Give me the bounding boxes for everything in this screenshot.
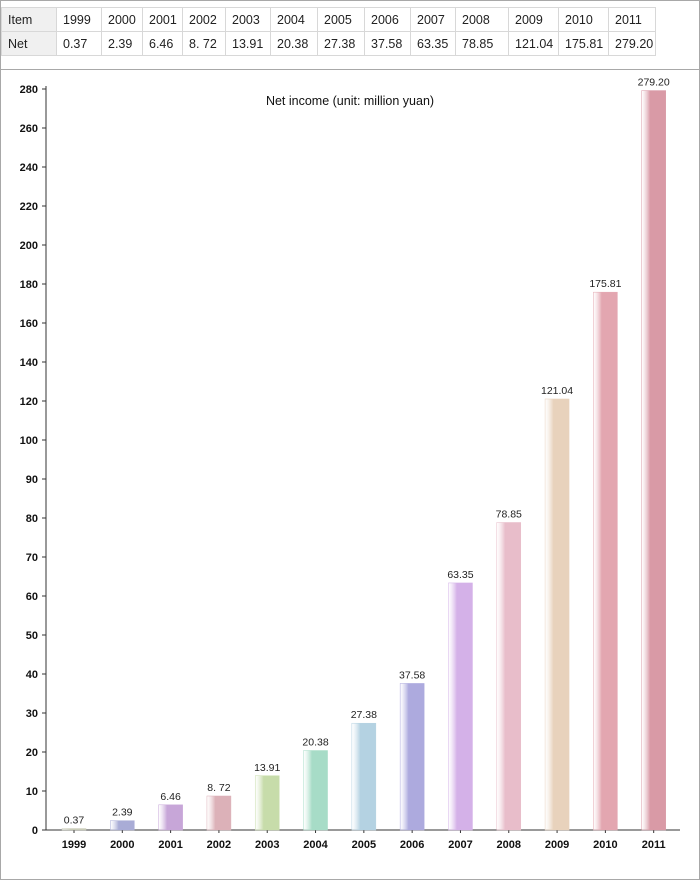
table-value-cell: 279.20 bbox=[608, 31, 656, 56]
x-tick-label: 1999 bbox=[62, 839, 86, 851]
table-year-cell: 2000 bbox=[101, 7, 143, 32]
x-tick-label: 2000 bbox=[110, 839, 134, 851]
table-header-label: Item bbox=[1, 7, 57, 32]
y-tick-label: 140 bbox=[20, 357, 38, 369]
table-value-cell: 27.38 bbox=[317, 31, 365, 56]
y-tick-label: 70 bbox=[26, 552, 38, 564]
table-year-cell: 2010 bbox=[558, 7, 609, 32]
bar-value-label: 78.85 bbox=[496, 508, 522, 520]
y-tick-label: 80 bbox=[26, 513, 38, 525]
table-value-cell: 121.04 bbox=[508, 31, 559, 56]
y-tick-label: 20 bbox=[26, 747, 38, 759]
y-tick-label: 260 bbox=[20, 123, 38, 135]
table-row-label: Net bbox=[1, 31, 57, 56]
bar-value-label: 27.38 bbox=[351, 709, 377, 721]
section-divider bbox=[0, 69, 700, 70]
table-value-cell: 20.38 bbox=[270, 31, 318, 56]
bar bbox=[351, 722, 377, 831]
y-axis: 0 10 20 30 40 50 60 70 80 90 100 120 140 160 180 200 220… bbox=[20, 84, 47, 837]
value-labels: 0.37 2.39 6.46 8. 72 13.91 20.38 27.38 37.58 63.… bbox=[64, 77, 670, 827]
table-year-cell: 2004 bbox=[270, 7, 318, 32]
x-tick-label: 2006 bbox=[400, 839, 424, 851]
table-year-cell: 2006 bbox=[364, 7, 411, 32]
bar-value-label: 20.38 bbox=[302, 737, 328, 749]
x-tick-label: 2011 bbox=[642, 839, 666, 851]
y-tick-label: 200 bbox=[20, 240, 38, 252]
y-tick-label: 160 bbox=[20, 318, 38, 330]
bar bbox=[544, 398, 570, 831]
table-year-cell: 2007 bbox=[410, 7, 456, 32]
table-year-cell: 2008 bbox=[455, 7, 509, 32]
x-tick-label: 2010 bbox=[593, 839, 617, 851]
x-tick-label: 2009 bbox=[545, 839, 569, 851]
table-value-cell: 2.39 bbox=[101, 31, 143, 56]
table-value-cell: 78.85 bbox=[455, 31, 509, 56]
bar bbox=[641, 90, 666, 831]
y-tick-label: 180 bbox=[20, 279, 38, 291]
chart-title: Net income (unit: million yuan) bbox=[266, 94, 434, 108]
x-tick-label: 2005 bbox=[352, 839, 376, 851]
bar-value-label: 6.46 bbox=[160, 791, 181, 803]
bar bbox=[206, 795, 232, 831]
table-year-cell: 2001 bbox=[142, 7, 183, 32]
table-year-cell: 1999 bbox=[56, 7, 102, 32]
y-tick-label: 280 bbox=[20, 84, 38, 96]
table-year-cell: 2003 bbox=[225, 7, 271, 32]
bar-chart: Net income (unit: million yuan) 0 10 20 30 4… bbox=[20, 77, 680, 851]
y-tick-label: 10 bbox=[26, 786, 38, 798]
bar-value-label: 13.91 bbox=[254, 762, 280, 774]
bar-value-label: 121.04 bbox=[541, 385, 573, 397]
x-tick-label: 2002 bbox=[207, 839, 231, 851]
bar-value-label: 8. 72 bbox=[207, 782, 231, 794]
y-tick-label: 120 bbox=[20, 396, 38, 408]
y-tick-label: 50 bbox=[26, 630, 38, 642]
y-tick-label: 30 bbox=[26, 708, 38, 720]
table-year-cell: 2009 bbox=[508, 7, 559, 32]
bar-value-label: 0.37 bbox=[64, 815, 85, 827]
table-value-cell: 8. 72 bbox=[182, 31, 226, 56]
table-year-cell: 2011 bbox=[608, 7, 656, 32]
y-tick-label: 100 bbox=[20, 435, 38, 447]
table-value-cell: 6.46 bbox=[142, 31, 183, 56]
bar-value-label: 63.35 bbox=[447, 569, 473, 581]
y-tick-label: 40 bbox=[26, 669, 38, 681]
x-tick-label: 2001 bbox=[158, 839, 182, 851]
table-value-row: Net 0.37 2.39 6.46 8. 72 13.91 20.38 27.… bbox=[1, 31, 656, 56]
table-value-cell: 0.37 bbox=[56, 31, 102, 56]
bar bbox=[593, 291, 618, 831]
table-value-cell: 63.35 bbox=[410, 31, 456, 56]
data-table: Item 1999 2000 2001 2002 2003 2004 2005 … bbox=[1, 7, 656, 56]
bar bbox=[399, 683, 425, 831]
table-value-cell: 37.58 bbox=[364, 31, 411, 56]
bar-value-label: 37.58 bbox=[399, 669, 425, 681]
bar bbox=[303, 750, 328, 831]
bar bbox=[496, 522, 522, 831]
table-header-row: Item 1999 2000 2001 2002 2003 2004 2005 … bbox=[1, 7, 656, 32]
bar-value-label: 2.39 bbox=[112, 807, 133, 819]
bar bbox=[254, 775, 280, 831]
x-axis: 1999 2000 2001 2002 2003 2004 2005 2006 2007 2008… bbox=[46, 829, 680, 851]
table-value-cell: 13.91 bbox=[225, 31, 271, 56]
table-year-cell: 2005 bbox=[317, 7, 365, 32]
table-value-cell: 175.81 bbox=[558, 31, 609, 56]
y-tick-label: 90 bbox=[26, 474, 38, 486]
x-tick-label: 2008 bbox=[497, 839, 521, 851]
y-tick-label: 220 bbox=[20, 201, 38, 213]
x-tick-label: 2004 bbox=[303, 839, 328, 851]
x-tick-label: 2007 bbox=[448, 839, 472, 851]
y-tick-label: 0 bbox=[32, 825, 38, 837]
bars bbox=[61, 90, 666, 831]
bar bbox=[61, 828, 87, 831]
bar-value-label: 279.20 bbox=[638, 77, 670, 89]
table-year-cell: 2002 bbox=[182, 7, 226, 32]
bar-value-label: 175.81 bbox=[589, 278, 621, 290]
y-tick-label: 240 bbox=[20, 162, 38, 174]
x-tick-label: 2003 bbox=[255, 839, 279, 851]
bar bbox=[448, 582, 473, 831]
y-tick-label: 60 bbox=[26, 591, 38, 603]
bar bbox=[158, 804, 183, 831]
bar bbox=[110, 820, 135, 831]
